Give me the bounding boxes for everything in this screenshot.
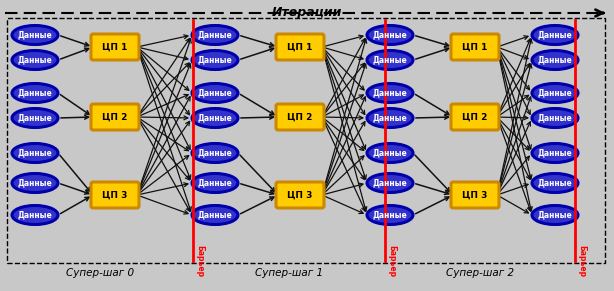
Ellipse shape bbox=[367, 205, 413, 224]
Text: Данные: Данные bbox=[373, 210, 407, 219]
Ellipse shape bbox=[532, 143, 578, 162]
Text: ЦП 2: ЦП 2 bbox=[287, 113, 313, 122]
Ellipse shape bbox=[192, 51, 238, 70]
Text: Барьер: Барьер bbox=[577, 245, 586, 277]
Ellipse shape bbox=[12, 51, 58, 70]
Ellipse shape bbox=[532, 51, 578, 70]
Text: Данные: Данные bbox=[373, 178, 407, 187]
Ellipse shape bbox=[192, 205, 238, 224]
Text: ЦП 1: ЦП 1 bbox=[103, 42, 128, 52]
Text: ЦП 2: ЦП 2 bbox=[103, 113, 128, 122]
Text: Супер-шаг 0: Супер-шаг 0 bbox=[66, 268, 134, 278]
Ellipse shape bbox=[367, 51, 413, 70]
Text: Данные: Данные bbox=[198, 113, 232, 123]
Text: Данные: Данные bbox=[18, 113, 52, 123]
Ellipse shape bbox=[192, 26, 238, 45]
Text: Данные: Данные bbox=[18, 210, 52, 219]
Text: Данные: Данные bbox=[18, 178, 52, 187]
Text: Данные: Данные bbox=[373, 88, 407, 97]
Text: Данные: Данные bbox=[18, 31, 52, 40]
Ellipse shape bbox=[12, 26, 58, 45]
Ellipse shape bbox=[12, 109, 58, 127]
Ellipse shape bbox=[12, 84, 58, 102]
Text: Барьер: Барьер bbox=[195, 245, 204, 277]
Ellipse shape bbox=[532, 84, 578, 102]
Text: Данные: Данные bbox=[538, 148, 572, 157]
Text: Данные: Данные bbox=[538, 88, 572, 97]
Text: Данные: Данные bbox=[198, 148, 232, 157]
Text: Данные: Данные bbox=[373, 148, 407, 157]
FancyBboxPatch shape bbox=[276, 34, 324, 60]
FancyBboxPatch shape bbox=[91, 34, 139, 60]
Text: Данные: Данные bbox=[198, 31, 232, 40]
Text: ЦП 2: ЦП 2 bbox=[462, 113, 488, 122]
Text: ЦП 3: ЦП 3 bbox=[462, 191, 488, 200]
Text: Супер-шаг 1: Супер-шаг 1 bbox=[255, 268, 323, 278]
FancyBboxPatch shape bbox=[451, 104, 499, 130]
Ellipse shape bbox=[192, 173, 238, 193]
Ellipse shape bbox=[532, 26, 578, 45]
FancyBboxPatch shape bbox=[91, 182, 139, 208]
Text: Данные: Данные bbox=[373, 113, 407, 123]
Text: ЦП 3: ЦП 3 bbox=[287, 191, 313, 200]
Ellipse shape bbox=[12, 143, 58, 162]
FancyBboxPatch shape bbox=[276, 104, 324, 130]
Text: Данные: Данные bbox=[198, 56, 232, 65]
Ellipse shape bbox=[532, 173, 578, 193]
Text: Данные: Данные bbox=[538, 210, 572, 219]
FancyBboxPatch shape bbox=[451, 34, 499, 60]
Ellipse shape bbox=[12, 205, 58, 224]
Text: Супер-шаг 2: Супер-шаг 2 bbox=[446, 268, 514, 278]
Ellipse shape bbox=[367, 143, 413, 162]
Text: Данные: Данные bbox=[538, 113, 572, 123]
Ellipse shape bbox=[367, 173, 413, 193]
Ellipse shape bbox=[532, 109, 578, 127]
Text: ЦП 1: ЦП 1 bbox=[462, 42, 488, 52]
Ellipse shape bbox=[192, 109, 238, 127]
Text: ЦП 3: ЦП 3 bbox=[103, 191, 128, 200]
Ellipse shape bbox=[367, 84, 413, 102]
Text: Данные: Данные bbox=[198, 88, 232, 97]
Text: Данные: Данные bbox=[373, 56, 407, 65]
Text: Данные: Данные bbox=[538, 56, 572, 65]
Ellipse shape bbox=[192, 84, 238, 102]
Bar bbox=[7, 18, 605, 263]
Text: Данные: Данные bbox=[538, 31, 572, 40]
Text: Данные: Данные bbox=[18, 88, 52, 97]
FancyBboxPatch shape bbox=[91, 104, 139, 130]
Ellipse shape bbox=[367, 26, 413, 45]
FancyBboxPatch shape bbox=[451, 182, 499, 208]
Text: ЦП 1: ЦП 1 bbox=[287, 42, 313, 52]
Text: Данные: Данные bbox=[538, 178, 572, 187]
Text: Итерации: Итерации bbox=[272, 6, 342, 19]
Ellipse shape bbox=[192, 143, 238, 162]
Text: Данные: Данные bbox=[18, 148, 52, 157]
Ellipse shape bbox=[12, 173, 58, 193]
Ellipse shape bbox=[532, 205, 578, 224]
Text: Данные: Данные bbox=[198, 210, 232, 219]
Text: Данные: Данные bbox=[198, 178, 232, 187]
Ellipse shape bbox=[367, 109, 413, 127]
Text: Данные: Данные bbox=[373, 31, 407, 40]
FancyBboxPatch shape bbox=[276, 182, 324, 208]
Text: Барьер: Барьер bbox=[387, 245, 396, 277]
Text: Данные: Данные bbox=[18, 56, 52, 65]
